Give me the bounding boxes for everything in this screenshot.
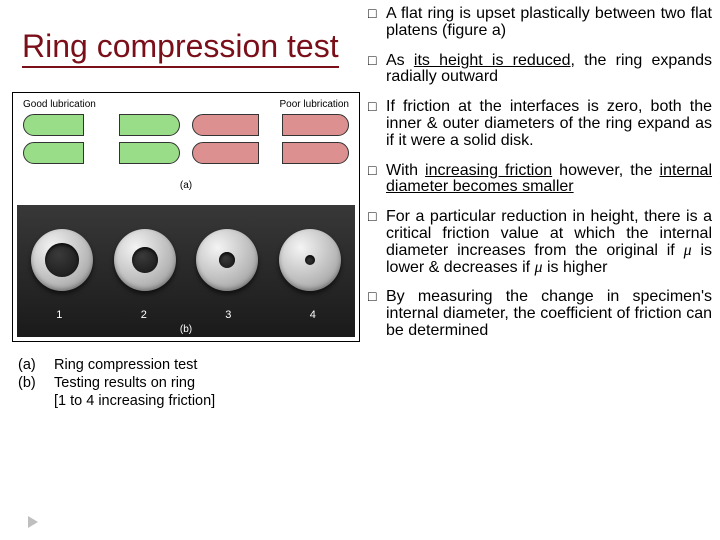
poor-lubrication-set [192, 114, 349, 189]
label-good: Good lubrication [23, 99, 96, 110]
ring-2 [114, 229, 176, 291]
bullet-5: For a particular reduction in height, th… [368, 209, 712, 276]
good-lubrication-set [23, 114, 180, 189]
caption-a-text: Ring compression test [54, 356, 197, 374]
caption-b-sub: [1 to 4 increasing friction] [54, 392, 215, 410]
caption-a-label: (a) [18, 356, 54, 374]
triangle-icon [28, 516, 38, 528]
bullet-3: If friction at the interfaces is zero, b… [368, 99, 712, 149]
ring-3 [196, 229, 258, 291]
caption: (a) Ring compression test (b) Testing re… [18, 356, 215, 410]
page-title: Ring compression test [22, 28, 339, 68]
caption-b-label: (b) [18, 374, 54, 392]
panel-b-label: (b) [17, 324, 355, 337]
bullet-2: As its height is reduced, the ring expan… [368, 53, 712, 87]
panel-b: 1 2 3 4 (b) [17, 205, 355, 337]
ring-num-4: 4 [310, 309, 316, 321]
caption-b-text: Testing results on ring [54, 374, 195, 392]
bullet-4: With increasing friction however, the in… [368, 163, 712, 197]
ring-1 [31, 229, 93, 291]
label-poor: Poor lubrication [280, 99, 349, 110]
ring-num-3: 3 [225, 309, 231, 321]
ring-4 [279, 229, 341, 291]
ring-num-1: 1 [56, 309, 62, 321]
figure: Good lubrication Poor lubrication (a) 1 … [12, 92, 360, 342]
ring-num-2: 2 [141, 309, 147, 321]
bullet-list: A flat ring is upset plastically between… [368, 6, 712, 353]
panel-a-label: (a) [17, 180, 355, 191]
bullet-1: A flat ring is upset plastically between… [368, 6, 712, 40]
bullet-6: By measuring the change in specimen's in… [368, 289, 712, 339]
panel-a: Good lubrication Poor lubrication (a) [17, 97, 355, 189]
